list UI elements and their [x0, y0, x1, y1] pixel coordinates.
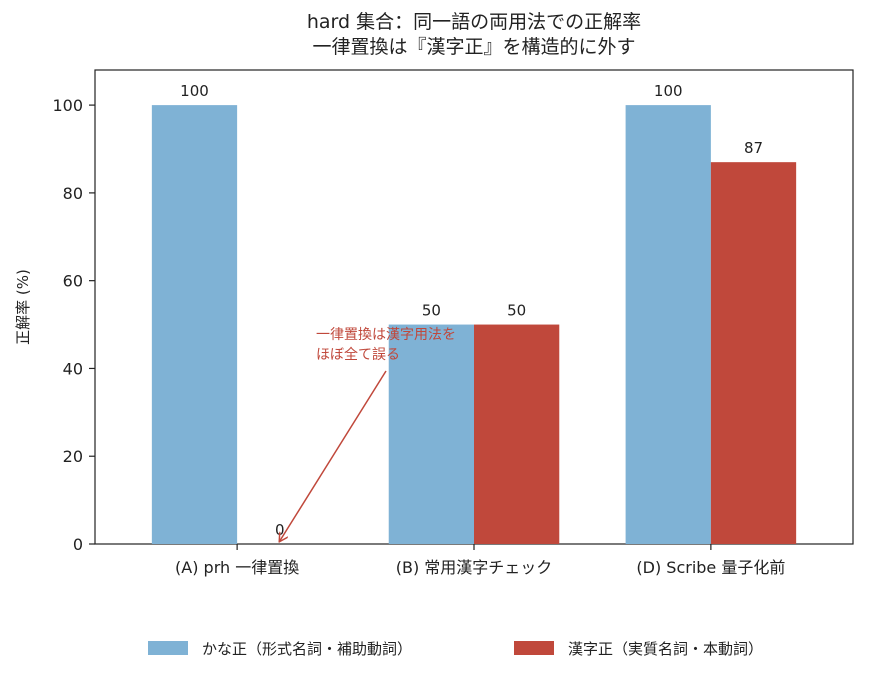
bar-value-label: 87: [744, 139, 763, 157]
y-tick-label: 80: [63, 184, 83, 203]
legend-swatch: [148, 641, 188, 655]
legend-swatch: [514, 641, 554, 655]
annotation-arrow: [280, 370, 387, 541]
bar-value-label: 0: [275, 521, 285, 539]
bar-value-label: 100: [180, 82, 209, 100]
y-tick-label: 0: [73, 535, 83, 554]
annotation-text: 一律置換は漢字用法を: [316, 327, 456, 343]
bar: [388, 324, 474, 544]
y-axis: 0 20 40 60 80 100 正解率 (%): [14, 96, 95, 554]
x-axis: (A) prh 一律置換 (B) 常用漢字チェック (D) Scribe 量子化前: [175, 544, 785, 577]
bar-value-label: 50: [507, 302, 526, 320]
bar: [710, 162, 797, 544]
chart-title-line: hard 集合：同一語の両用法での正解率: [307, 11, 641, 33]
chart-title-line: 一律置換は『漢字正』を構造的に外す: [312, 36, 635, 58]
bar: [474, 324, 560, 544]
legend-label: かな正（形式名詞・補助動詞）: [202, 640, 412, 658]
y-axis-title: 正解率 (%): [14, 269, 32, 345]
bars: [151, 105, 797, 544]
bar-value-label: 100: [654, 82, 683, 100]
x-tick-label: (A) prh 一律置換: [175, 558, 299, 577]
y-tick-label: 20: [63, 447, 83, 466]
bar: [625, 105, 711, 544]
x-tick-label: (D) Scribe 量子化前: [636, 558, 785, 577]
legend-label: 漢字正（実質名詞・本動詞）: [568, 640, 763, 658]
bar-value-label: 50: [422, 302, 441, 320]
x-tick-label: (B) 常用漢字チェック: [396, 558, 553, 577]
y-tick-label: 60: [63, 272, 83, 291]
legend: かな正（形式名詞・補助動詞） 漢字正（実質名詞・本動詞）: [148, 640, 763, 658]
y-tick-label: 40: [63, 359, 83, 378]
bar: [151, 105, 238, 544]
y-tick-label: 100: [52, 96, 83, 115]
bar-value-labels: 100 50 100 0 50 87: [180, 82, 763, 539]
annotation-text: ほぼ全て誤る: [316, 346, 400, 363]
